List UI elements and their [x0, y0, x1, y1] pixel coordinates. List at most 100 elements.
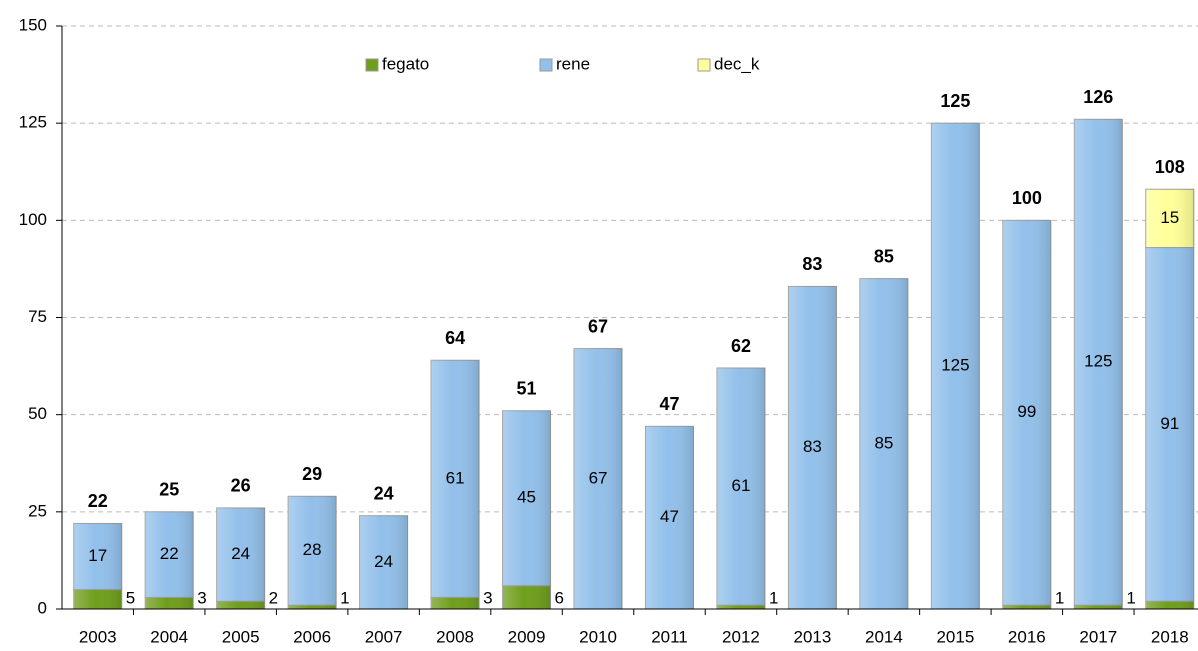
legend-swatch	[365, 58, 379, 72]
legend-label: fegato	[382, 54, 429, 73]
bar-shade	[431, 597, 480, 609]
y-tick-label: 50	[28, 404, 47, 423]
data-label: 99	[1017, 402, 1036, 421]
data-label: 125	[1084, 352, 1112, 371]
bar-shade	[73, 589, 122, 609]
total-label: 29	[302, 464, 322, 484]
x-tick-label: 2008	[436, 627, 474, 646]
data-label: 24	[374, 552, 393, 571]
data-label: 67	[589, 468, 608, 487]
data-label: 22	[160, 544, 179, 563]
data-label: 15	[1160, 208, 1179, 227]
data-label: 83	[803, 437, 822, 456]
data-label: 28	[303, 540, 322, 559]
total-label: 51	[517, 379, 537, 399]
y-tick-label: 25	[28, 501, 47, 520]
bar-shade	[1145, 247, 1194, 602]
bar-shade	[145, 597, 194, 609]
bar-shade	[216, 601, 265, 609]
data-label: 24	[231, 544, 250, 563]
total-label: 24	[374, 483, 394, 503]
y-tick-label: 125	[19, 113, 47, 132]
total-label: 47	[659, 394, 679, 414]
data-label: 3	[483, 588, 492, 607]
x-tick-label: 2016	[1008, 627, 1046, 646]
data-label: 1	[769, 588, 778, 607]
data-label: 85	[874, 433, 893, 452]
x-tick-label: 2005	[222, 627, 260, 646]
bar-shade	[1145, 601, 1194, 609]
bar-shade	[1074, 119, 1123, 606]
legend-swatch	[539, 58, 553, 72]
y-tick-label: 0	[38, 598, 47, 617]
bar-shade	[716, 368, 765, 606]
total-label: 83	[802, 254, 822, 274]
bar-shade	[645, 426, 694, 609]
bar-shade	[73, 523, 122, 590]
total-label: 26	[231, 476, 251, 496]
y-tick-label: 150	[19, 15, 47, 34]
data-label: 45	[517, 488, 536, 507]
total-label: 100	[1012, 188, 1042, 208]
bar-shade	[359, 515, 408, 609]
data-label: 125	[941, 356, 969, 375]
total-label: 126	[1083, 87, 1113, 107]
bar-shade	[288, 496, 337, 606]
data-label: 3	[197, 588, 206, 607]
bar-shade	[788, 286, 837, 609]
total-label: 108	[1155, 157, 1185, 177]
bar-shade	[1145, 189, 1194, 248]
y-tick-label: 100	[19, 210, 47, 229]
bar-shade	[931, 123, 980, 610]
data-label: 61	[732, 476, 751, 495]
y-tick-label: 75	[28, 307, 47, 326]
bar-shade	[288, 605, 337, 609]
total-label: 25	[159, 480, 179, 500]
x-tick-label: 2017	[1079, 627, 1117, 646]
bar-shade	[216, 507, 265, 602]
bar-shade	[1002, 220, 1051, 606]
bar-shade	[431, 360, 480, 598]
bar-shade	[859, 278, 908, 609]
data-label: 1	[1055, 588, 1064, 607]
data-label: 47	[660, 507, 679, 526]
x-tick-label: 2011	[651, 627, 688, 646]
data-label: 5	[126, 588, 135, 607]
data-label: 17	[88, 546, 107, 565]
bar-shade	[1002, 605, 1051, 609]
x-tick-label: 2015	[936, 627, 974, 646]
x-tick-label: 2007	[365, 627, 403, 646]
x-tick-label: 2009	[508, 627, 546, 646]
x-tick-label: 2018	[1151, 627, 1189, 646]
x-tick-label: 2014	[865, 627, 903, 646]
total-label: 125	[940, 91, 970, 111]
data-label: 91	[1160, 414, 1179, 433]
data-label: 6	[555, 588, 564, 607]
total-label: 22	[88, 491, 108, 511]
bar-shade	[574, 348, 623, 609]
total-label: 85	[874, 246, 894, 266]
bar-shade	[502, 410, 551, 586]
total-label: 64	[445, 328, 465, 348]
x-tick-label: 2013	[794, 627, 832, 646]
x-tick-label: 2012	[722, 627, 760, 646]
legend-label: dec_k	[714, 54, 760, 73]
bar-shade	[145, 511, 194, 598]
data-label: 2	[269, 588, 278, 607]
data-label: 1	[340, 588, 349, 607]
total-label: 62	[731, 336, 751, 356]
x-tick-label: 2010	[579, 627, 617, 646]
bar-shade	[1074, 605, 1123, 609]
legend-swatch	[697, 58, 711, 72]
data-label: 61	[446, 468, 465, 487]
x-tick-label: 2003	[79, 627, 117, 646]
x-tick-label: 2004	[150, 627, 188, 646]
data-label: 1	[1126, 588, 1135, 607]
x-tick-label: 2006	[293, 627, 331, 646]
bar-shade	[716, 605, 765, 609]
total-label: 67	[588, 316, 608, 336]
bar-shade	[502, 585, 551, 609]
legend-label: rene	[556, 54, 590, 73]
